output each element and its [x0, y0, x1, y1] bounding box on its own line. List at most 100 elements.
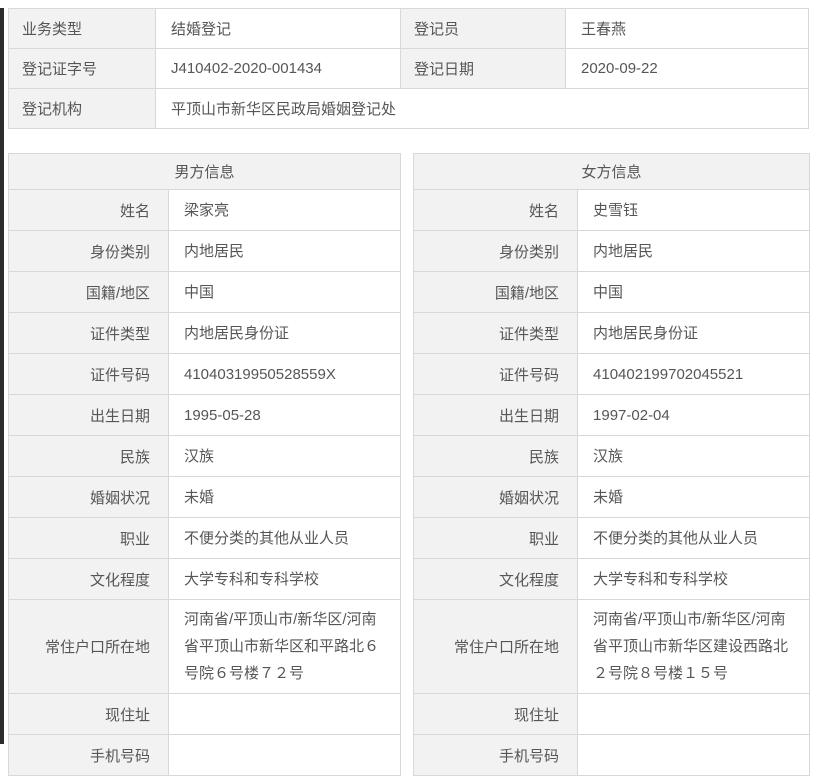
table-title: 女方信息 [413, 153, 811, 190]
field-label: 常住户口所在地 [8, 599, 169, 694]
field-label: 身份类别 [8, 230, 169, 272]
table-row: 国籍/地区 中国 [8, 271, 402, 313]
field-label: 职业 [413, 517, 579, 559]
female-info-table: 女方信息 姓名 史雪钰 身份类别 内地居民 国籍/地区 中国 证件类型 内地居民… [413, 153, 811, 776]
table-row: 身份类别 内地居民 [8, 230, 402, 272]
table-row: 文化程度 大学专科和专科学校 [413, 558, 811, 600]
field-label: 身份类别 [413, 230, 579, 272]
field-value: 结婚登记 [155, 8, 401, 49]
field-label: 民族 [413, 435, 579, 477]
field-value: 内地居民 [167, 230, 402, 272]
table-header-row: 男方信息 [7, 153, 402, 190]
table-row: 证件类型 内地居民身份证 [413, 312, 811, 354]
table-row: 国籍/地区 中国 [413, 271, 811, 313]
field-value [167, 693, 402, 735]
table-row: 常住户口所在地 河南省/平顶山市/新华区/河南省平顶山市新华区建设西路北２号院８… [413, 599, 811, 694]
table-row: 出生日期 1997-02-04 [413, 394, 811, 436]
table-row: 登记机构 平顶山市新华区民政局婚姻登记处 [8, 88, 809, 129]
field-label: 现住址 [413, 693, 579, 735]
table-row: 婚姻状况 未婚 [8, 476, 402, 518]
field-value [167, 734, 402, 776]
field-label: 姓名 [413, 189, 579, 231]
table-row: 职业 不便分类的其他从业人员 [413, 517, 811, 559]
table-row: 姓名 史雪钰 [413, 189, 811, 231]
male-info-table: 男方信息 姓名 梁家亮 身份类别 内地居民 国籍/地区 中国 证件类型 内地居民… [7, 153, 402, 776]
table-row: 常住户口所在地 河南省/平顶山市/新华区/河南省平顶山市新华区和平路北６号院６号… [8, 599, 402, 694]
table-row: 民族 汉族 [8, 435, 402, 477]
field-value: 中国 [167, 271, 402, 313]
field-label: 国籍/地区 [8, 271, 169, 313]
field-label: 证件号码 [8, 353, 169, 395]
field-label: 国籍/地区 [413, 271, 579, 313]
field-value: 河南省/平顶山市/新华区/河南省平顶山市新华区和平路北６号院６号楼７２号 [167, 599, 402, 694]
field-value: 410402199702045521 [577, 353, 811, 395]
table-row: 证件号码 41040319950528559X [8, 353, 402, 395]
field-label: 出生日期 [8, 394, 169, 436]
field-label: 婚姻状况 [8, 476, 169, 518]
field-value: 未婚 [167, 476, 402, 518]
field-value: 汉族 [167, 435, 402, 477]
field-value: 内地居民身份证 [167, 312, 402, 354]
table-row: 证件号码 410402199702045521 [413, 353, 811, 395]
table-row: 现住址 [413, 693, 811, 735]
field-value: 41040319950528559X [167, 353, 402, 395]
registration-summary-table: 业务类型 结婚登记 登记员 王春燕 登记证字号 J410402-2020-001… [8, 8, 809, 129]
field-value: 1997-02-04 [577, 394, 811, 436]
field-label: 证件类型 [8, 312, 169, 354]
table-row: 职业 不便分类的其他从业人员 [8, 517, 402, 559]
field-label: 登记机构 [8, 88, 156, 129]
window-edge-strip [0, 8, 4, 744]
field-value [577, 734, 811, 776]
table-row: 业务类型 结婚登记 登记员 王春燕 [8, 8, 809, 49]
field-value: 河南省/平顶山市/新华区/河南省平顶山市新华区建设西路北２号院８号楼１５号 [577, 599, 811, 694]
person-tables-row: 男方信息 姓名 梁家亮 身份类别 内地居民 国籍/地区 中国 证件类型 内地居民… [7, 153, 811, 776]
field-value: 1995-05-28 [167, 394, 402, 436]
field-label: 登记员 [400, 8, 566, 49]
table-row: 姓名 梁家亮 [8, 189, 402, 231]
page-content: 业务类型 结婚登记 登记员 王春燕 登记证字号 J410402-2020-001… [7, 8, 811, 776]
field-value: 未婚 [577, 476, 811, 518]
table-row: 文化程度 大学专科和专科学校 [8, 558, 402, 600]
field-label: 出生日期 [413, 394, 579, 436]
table-row: 现住址 [8, 693, 402, 735]
field-value: 2020-09-22 [565, 48, 809, 89]
field-value: J410402-2020-001434 [155, 48, 401, 89]
table-row: 民族 汉族 [413, 435, 811, 477]
field-value: 史雪钰 [577, 189, 811, 231]
field-value: 内地居民 [577, 230, 811, 272]
field-value: 内地居民身份证 [577, 312, 811, 354]
field-label: 手机号码 [8, 734, 169, 776]
field-value: 不便分类的其他从业人员 [167, 517, 402, 559]
table-title: 男方信息 [7, 153, 402, 190]
table-row: 登记证字号 J410402-2020-001434 登记日期 2020-09-2… [8, 48, 809, 89]
field-label: 文化程度 [8, 558, 169, 600]
field-label: 姓名 [8, 189, 169, 231]
field-label: 文化程度 [413, 558, 579, 600]
field-value: 平顶山市新华区民政局婚姻登记处 [155, 88, 809, 129]
field-label: 证件类型 [413, 312, 579, 354]
field-value: 中国 [577, 271, 811, 313]
field-value: 不便分类的其他从业人员 [577, 517, 811, 559]
table-row: 手机号码 [8, 734, 402, 776]
field-value: 大学专科和专科学校 [577, 558, 811, 600]
field-label: 常住户口所在地 [413, 599, 579, 694]
table-row: 婚姻状况 未婚 [413, 476, 811, 518]
field-value [577, 693, 811, 735]
field-label: 业务类型 [8, 8, 156, 49]
table-row: 身份类别 内地居民 [413, 230, 811, 272]
table-row: 手机号码 [413, 734, 811, 776]
field-label: 手机号码 [413, 734, 579, 776]
field-value: 大学专科和专科学校 [167, 558, 402, 600]
table-row: 证件类型 内地居民身份证 [8, 312, 402, 354]
field-value: 梁家亮 [167, 189, 402, 231]
field-label: 民族 [8, 435, 169, 477]
field-label: 职业 [8, 517, 169, 559]
field-label: 登记日期 [400, 48, 566, 89]
table-row: 出生日期 1995-05-28 [8, 394, 402, 436]
field-label: 登记证字号 [8, 48, 156, 89]
field-label: 证件号码 [413, 353, 579, 395]
field-label: 婚姻状况 [413, 476, 579, 518]
field-value: 王春燕 [565, 8, 809, 49]
field-label: 现住址 [8, 693, 169, 735]
table-header-row: 女方信息 [413, 153, 811, 190]
